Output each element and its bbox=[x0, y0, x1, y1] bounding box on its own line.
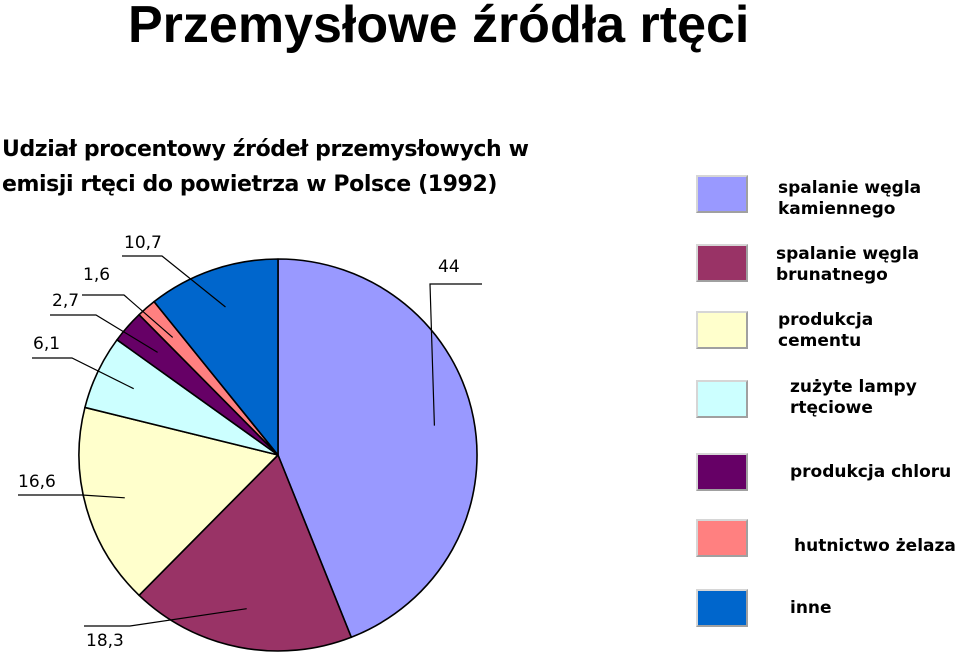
data-label-5: 2,7 bbox=[52, 291, 79, 311]
chart-title: Udział procentowy źródeł przemysłowych w… bbox=[2, 132, 622, 202]
data-label-2: 18,3 bbox=[86, 631, 124, 651]
legend-label-4: zużyte lampy rtęciowe bbox=[790, 377, 917, 419]
legend-label-line: produkcja chloru bbox=[790, 462, 952, 482]
data-label-6: 1,6 bbox=[83, 265, 110, 285]
pie-slice-7 bbox=[153, 258, 279, 456]
legend-swatch-4 bbox=[696, 380, 748, 418]
slide-title: Przemysłowe źródła rtęci bbox=[128, 0, 750, 54]
legend-swatch-1 bbox=[696, 175, 748, 213]
legend-label-line: hutnictwo żelaza bbox=[794, 536, 956, 556]
legend-label-5: produkcja chloru bbox=[790, 462, 951, 483]
legend-label-line: brunatnego bbox=[776, 265, 888, 285]
pie-slice-3 bbox=[78, 406, 279, 597]
data-label-1: 44 bbox=[438, 257, 460, 277]
leader-line-3 bbox=[18, 494, 125, 499]
data-label-7: 10,7 bbox=[124, 233, 162, 253]
leader-line-5 bbox=[50, 314, 158, 353]
leader-line-6 bbox=[82, 294, 174, 338]
legend-swatch-3 bbox=[696, 311, 748, 349]
legend-label-line: rtęciowe bbox=[790, 398, 873, 418]
leader-line-4 bbox=[32, 357, 134, 390]
legend-label-line: zużyte lampy bbox=[790, 377, 917, 397]
legend-label-line: produkcja bbox=[778, 310, 874, 330]
pie-slice-1 bbox=[277, 258, 478, 639]
data-label-4: 6,1 bbox=[33, 334, 60, 354]
legend-label-line: inne bbox=[790, 598, 832, 618]
legend-swatch-5 bbox=[696, 453, 748, 491]
legend-label-7: inne bbox=[790, 598, 832, 619]
legend-label-2: spalanie węgla brunatnego bbox=[776, 244, 919, 286]
chart-title-line-2: emisji rtęci do powietrza w Polsce (1992… bbox=[2, 172, 498, 197]
legend-label-line: spalanie węgla bbox=[776, 244, 920, 264]
legend-label-1: spalanie węgla kamiennego bbox=[778, 178, 921, 220]
legend-swatch-2 bbox=[696, 244, 748, 282]
legend-label-line: spalanie węgla bbox=[778, 178, 922, 198]
legend-label-line: kamiennego bbox=[778, 199, 896, 219]
leader-line-2 bbox=[84, 608, 247, 627]
leader-line-7 bbox=[122, 255, 226, 308]
data-label-3: 16,6 bbox=[18, 472, 56, 492]
legend-swatch-7 bbox=[696, 589, 748, 627]
pie-slice-2 bbox=[138, 454, 353, 652]
chart-title-line-1: Udział procentowy źródeł przemysłowych w bbox=[2, 137, 529, 162]
legend-label-line: cementu bbox=[778, 331, 862, 351]
legend-swatch-6 bbox=[696, 519, 748, 557]
legend-label-3: produkcja cementu bbox=[778, 310, 873, 352]
leader-line-1 bbox=[429, 283, 482, 426]
legend-label-6: hutnictwo żelaza bbox=[794, 536, 956, 557]
